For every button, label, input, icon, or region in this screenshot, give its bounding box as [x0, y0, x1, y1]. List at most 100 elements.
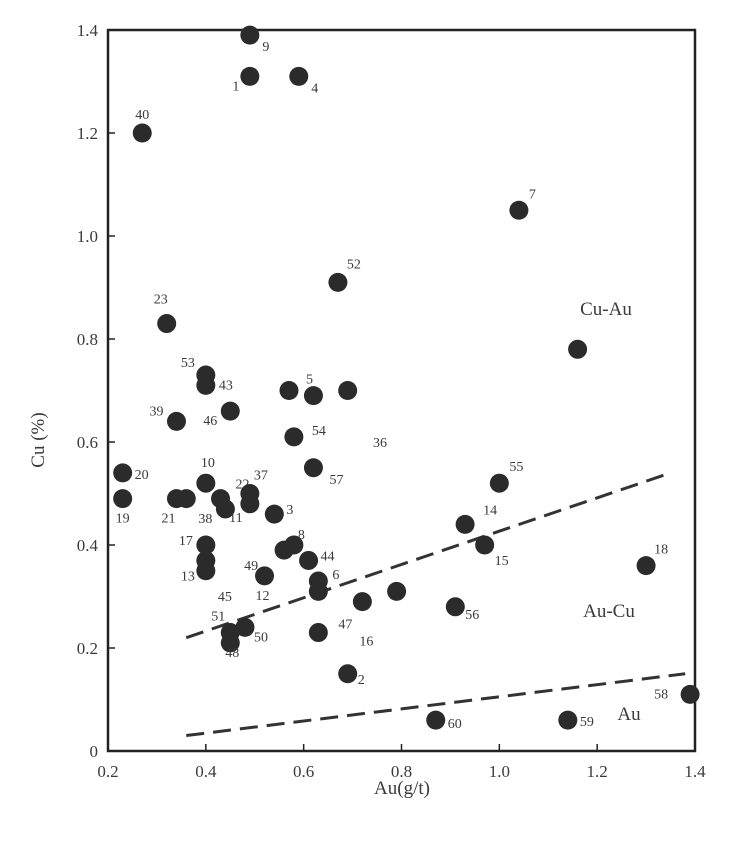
data-point: [215, 499, 235, 519]
data-point: [176, 489, 196, 509]
point-label: 9: [262, 40, 269, 55]
data-point: [255, 566, 275, 586]
region-label-cu-au: Cu-Au: [580, 299, 632, 320]
data-point: [352, 592, 372, 612]
point-label: 56: [465, 608, 479, 623]
data-point: [220, 401, 240, 421]
data-point: [308, 581, 328, 601]
data-point: [240, 66, 260, 86]
x-tick-label: 1.2: [587, 762, 608, 781]
point-label: 57: [329, 473, 343, 488]
plot-frame: [106, 28, 697, 753]
x-tick-label: 1.0: [489, 762, 510, 781]
data-point: [196, 535, 216, 555]
y-tick-label: 1.4: [77, 21, 99, 40]
point-label: 58: [654, 687, 668, 702]
data-point: [299, 550, 319, 570]
point-label: 44: [321, 549, 335, 564]
x-tick-label: 0.4: [195, 762, 217, 781]
point-label: 52: [347, 257, 361, 272]
point-label: 47: [338, 618, 352, 633]
data-point: [308, 623, 328, 643]
boundary-line-2: [186, 672, 686, 738]
region-label-au: Au: [617, 704, 641, 725]
data-point: [132, 123, 152, 143]
point-label: 54: [312, 424, 326, 439]
point-label: 40: [135, 108, 149, 123]
x-tick-label: 0.8: [391, 762, 412, 781]
data-point: [489, 473, 509, 493]
y-axis-title: Cu (%): [28, 412, 49, 467]
point-label: 38: [198, 512, 212, 527]
point-label: 50: [254, 630, 268, 645]
point-label: 21: [161, 512, 175, 527]
boundary-lines: [185, 471, 686, 738]
data-point: [455, 514, 475, 534]
axis-ticks: 0.2 0.4 0.6 0.8 1.0 1.2 1.400.20.40.60.81.01.2…: [77, 21, 706, 781]
data-point: [387, 581, 407, 601]
data-point: [196, 561, 216, 581]
y-tick-label: 0.4: [77, 536, 99, 555]
point-label: 8: [298, 528, 305, 543]
point-label: 4: [311, 81, 318, 96]
region-label-au-cu: Au-Cu: [583, 601, 635, 622]
data-point: [328, 272, 348, 292]
data-point: [558, 710, 578, 730]
x-tick-label: 0.6: [293, 762, 314, 781]
data-point: [220, 633, 240, 653]
point-label: 59: [580, 715, 594, 730]
y-tick-label: 0: [90, 742, 99, 761]
y-tick-label: 1.0: [77, 227, 98, 246]
y-tick-label: 0.2: [77, 639, 98, 658]
data-point: [279, 381, 299, 400]
point-label: 55: [509, 460, 523, 475]
data-point: [338, 664, 358, 684]
point-label: 37: [254, 469, 268, 484]
data-point: [274, 540, 294, 560]
data-point: [568, 339, 588, 359]
point-label: 60: [448, 717, 462, 732]
point-label: 36: [373, 436, 387, 451]
point-label: 53: [181, 356, 195, 371]
point-label: 51: [211, 610, 225, 625]
data-point: [166, 411, 186, 431]
point-label: 12: [256, 589, 270, 604]
point-label: 20: [135, 468, 149, 483]
point-label: 39: [149, 404, 163, 419]
point-label: 18: [654, 543, 668, 558]
x-tick-label: 1.4: [684, 762, 706, 781]
point-label: 15: [495, 554, 509, 569]
point-label: 16: [359, 635, 373, 650]
point-label: 19: [116, 512, 130, 527]
point-label: 14: [483, 503, 497, 518]
point-label: 43: [219, 378, 233, 393]
x-axis-title: Au(g/t): [374, 778, 430, 799]
y-tick-label: 0.8: [77, 330, 98, 349]
y-tick-label: 1.2: [77, 124, 98, 143]
boundary-line-1: [185, 471, 672, 640]
data-point: [289, 66, 309, 86]
data-point: [680, 684, 700, 704]
data-point: [475, 535, 495, 555]
data-point: [284, 427, 304, 447]
point-label: 45: [218, 590, 232, 605]
point-label: 23: [154, 293, 168, 308]
data-point: [303, 386, 323, 406]
point-label: 46: [203, 414, 217, 429]
data-point: [196, 375, 216, 395]
data-point: [445, 597, 465, 617]
data-point: [338, 381, 358, 400]
data-point: [303, 458, 323, 478]
data-point: [264, 504, 284, 524]
point-label: 17: [179, 534, 193, 549]
data-point: [240, 494, 260, 514]
data-point: [157, 314, 177, 334]
data-point: [240, 25, 260, 45]
data-point: [113, 489, 133, 509]
data-point: [426, 710, 446, 730]
point-label: 2: [358, 673, 365, 688]
point-label: 49: [244, 559, 258, 574]
point-label: 10: [201, 456, 215, 471]
